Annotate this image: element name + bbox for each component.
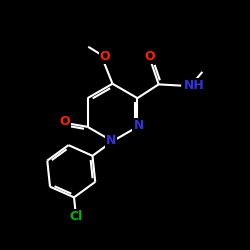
Text: NH: NH bbox=[184, 78, 205, 92]
Text: O: O bbox=[144, 50, 155, 63]
Text: Cl: Cl bbox=[69, 210, 82, 222]
Text: N: N bbox=[134, 119, 144, 132]
Text: O: O bbox=[60, 116, 70, 128]
Text: O: O bbox=[100, 50, 110, 63]
Text: N: N bbox=[106, 134, 117, 146]
